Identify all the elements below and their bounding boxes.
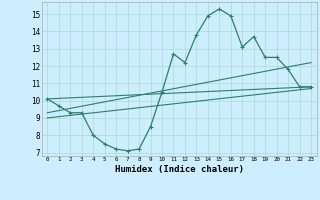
X-axis label: Humidex (Indice chaleur): Humidex (Indice chaleur) <box>115 165 244 174</box>
